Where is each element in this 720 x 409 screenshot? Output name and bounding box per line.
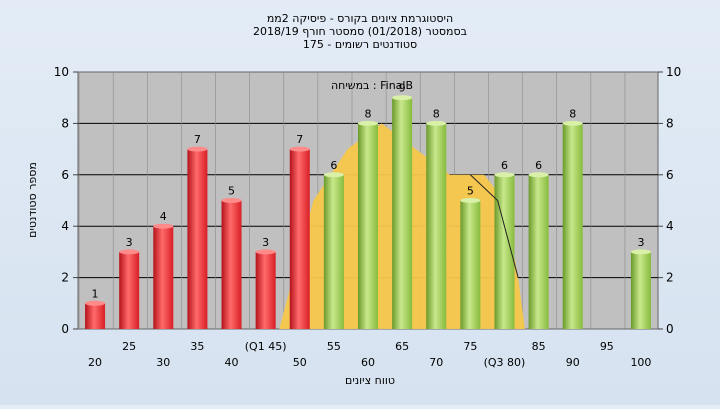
bar-value-label-50: 7 [296, 133, 303, 146]
y-tick-right-10: 10 [666, 65, 681, 79]
bar-60 [358, 123, 378, 330]
x-tick-label-55: 55 [327, 340, 341, 353]
y-tick-right-6: 6 [666, 168, 674, 182]
bar-80 [494, 174, 515, 329]
bar-cap-65 [392, 95, 413, 101]
bar-value-label-70: 8 [433, 107, 440, 120]
x-tick-label-80: (Q3 80) [484, 356, 526, 369]
bar-cap-75 [460, 198, 481, 203]
bar-90 [562, 123, 583, 330]
x-tick-label-90: 90 [566, 356, 580, 369]
bar-cap-35 [187, 146, 208, 152]
y-tick-left-4: 4 [61, 219, 69, 233]
bar-70 [426, 123, 447, 330]
x-tick-label-100: 100 [630, 356, 651, 369]
x-tick-label-85: 85 [532, 340, 546, 353]
y-tick-right-8: 8 [666, 116, 674, 130]
x-tick-label-40: 40 [225, 356, 239, 369]
bar-value-label-35: 7 [194, 133, 201, 146]
bar-value-label-25: 3 [126, 236, 133, 249]
x-tick-label-60: 60 [361, 356, 375, 369]
bar-value-label-65: 9 [399, 82, 406, 95]
bar-40 [221, 200, 242, 329]
bar-value-label-75: 5 [467, 185, 474, 198]
bar-85 [528, 174, 549, 329]
bar-value-label-20: 1 [92, 287, 99, 300]
bar-45 [255, 251, 276, 329]
bar-30 [153, 226, 174, 329]
x-tick-label-30: 30 [156, 356, 170, 369]
x-tick-label-45: (Q1 45) [245, 340, 287, 353]
bar-cap-55 [323, 172, 344, 178]
bar-cap-80 [494, 172, 515, 178]
y-tick-left-6: 6 [61, 168, 69, 182]
chart-annotation: במשיחה : FinalB [331, 79, 413, 92]
bar-65 [392, 97, 413, 329]
bar-value-label-80: 6 [501, 159, 508, 172]
y-tick-left-8: 8 [61, 116, 69, 130]
bar-35 [187, 149, 208, 329]
bar-value-label-40: 5 [228, 185, 235, 198]
chart-title-line-2: בסמסטר (01/2018) סמסטר חורף 2018/19 [253, 25, 467, 38]
x-tick-label-75: 75 [463, 340, 477, 353]
median-line [470, 174, 519, 278]
bar-cap-60 [358, 120, 378, 126]
bar-cap-90 [562, 120, 583, 126]
bar-cap-25 [119, 249, 140, 255]
chart-title-line-3: סטודנטים רשומים - 175 [303, 38, 417, 51]
y-tick-right-0: 0 [666, 322, 674, 336]
bar-value-label-60: 8 [365, 107, 372, 120]
bar-50 [289, 149, 310, 329]
x-tick-label-20: 20 [88, 356, 102, 369]
bar-cap-20 [85, 300, 106, 306]
bar-25 [119, 251, 140, 329]
x-tick-label-95: 95 [600, 340, 614, 353]
y-axis-title: מספר סטודנטים [26, 162, 39, 238]
y-tick-left-10: 10 [54, 65, 69, 79]
bar-value-label-90: 8 [569, 107, 576, 120]
y-tick-right-2: 2 [666, 271, 674, 285]
bar-cap-100 [630, 249, 651, 255]
bar-cap-50 [289, 146, 310, 152]
bar-cap-30 [153, 223, 174, 229]
bar-value-label-30: 4 [160, 210, 167, 223]
x-tick-label-25: 25 [122, 340, 136, 353]
bar-cap-70 [426, 120, 447, 126]
bar-value-label-45: 3 [262, 236, 269, 249]
bar-75 [460, 200, 481, 329]
bar-100 [630, 251, 651, 329]
bar-value-label-85: 6 [535, 159, 542, 172]
y-tick-left-2: 2 [61, 271, 69, 285]
bar-value-label-55: 6 [330, 159, 337, 172]
x-tick-label-70: 70 [429, 356, 443, 369]
x-tick-label-50: 50 [293, 356, 307, 369]
y-tick-left-0: 0 [61, 322, 69, 336]
bar-55 [323, 174, 344, 329]
bar-20 [85, 303, 106, 329]
x-tick-label-35: 35 [190, 340, 204, 353]
y-tick-right-4: 4 [666, 219, 674, 233]
x-tick-label-65: 65 [395, 340, 409, 353]
bar-cap-45 [255, 249, 276, 255]
bar-cap-40 [221, 198, 242, 203]
x-axis-title: טווח ציונים [345, 374, 395, 387]
bar-value-label-100: 3 [637, 236, 644, 249]
chart-title-line-1: היסטוגרמת ציונים בקורס - פיסיקה 2ממ [267, 12, 453, 25]
bar-cap-85 [528, 172, 549, 178]
